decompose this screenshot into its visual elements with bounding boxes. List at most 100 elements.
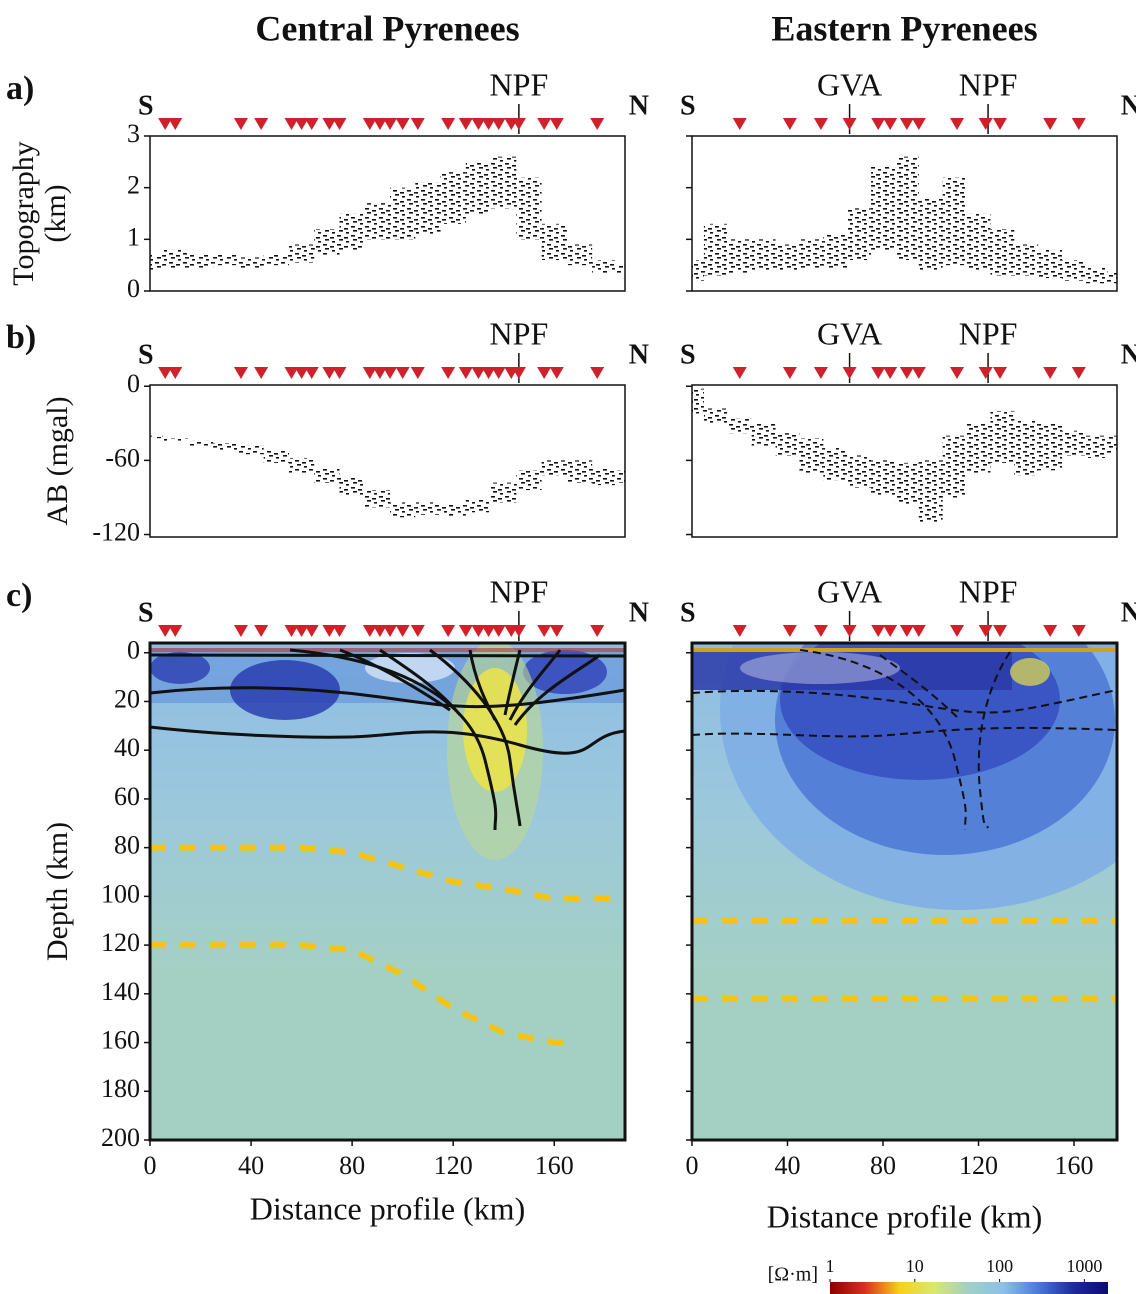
y-tick-label: 60	[114, 782, 140, 811]
plot-frame	[149, 135, 626, 292]
station	[1071, 367, 1086, 379]
profile-end: S	[138, 90, 154, 121]
panel-label: b)	[6, 319, 36, 356]
data-band	[966, 213, 991, 271]
station	[782, 118, 797, 130]
data-band	[775, 433, 800, 456]
station	[471, 367, 486, 379]
data-band	[966, 423, 991, 473]
fault-label: NPF	[959, 66, 1018, 102]
colorbar-tick-label: 10	[906, 1256, 924, 1276]
colorbar-tick-label: 1000	[1066, 1256, 1102, 1276]
data-band	[491, 482, 517, 503]
station	[1043, 118, 1058, 130]
station	[322, 118, 337, 130]
station	[813, 367, 828, 379]
colorbar-label: [Ω·m]	[768, 1264, 818, 1286]
data-band	[465, 499, 492, 513]
fault-label: NPF	[490, 315, 549, 351]
station	[158, 367, 173, 379]
data-band	[541, 223, 567, 260]
x-tick-label: 0	[144, 1151, 157, 1180]
station	[993, 367, 1008, 379]
profile-end: S	[680, 90, 696, 121]
profile-end: S	[680, 597, 696, 628]
data-band	[799, 239, 824, 268]
y-tick-label: -60	[105, 443, 140, 472]
station	[441, 625, 456, 637]
data-band	[751, 423, 776, 446]
station	[491, 625, 506, 637]
station	[549, 625, 564, 637]
x-tick-label: 160	[1055, 1151, 1094, 1180]
station	[410, 625, 425, 637]
data-band	[238, 445, 264, 455]
y-tick-label: 140	[101, 977, 140, 1006]
station	[441, 367, 456, 379]
station	[732, 625, 747, 637]
station	[254, 118, 269, 130]
station	[362, 367, 377, 379]
data-band	[390, 187, 416, 240]
colorbar	[830, 1282, 1108, 1294]
station	[899, 118, 914, 130]
profile-end: N	[629, 90, 649, 121]
station	[1071, 625, 1086, 637]
station	[911, 118, 926, 130]
fault-label: GVA	[817, 66, 882, 102]
data-band	[238, 257, 264, 268]
profile-end: N	[1121, 339, 1136, 370]
data-band	[213, 443, 239, 451]
station	[732, 118, 747, 130]
fault-label: NPF	[959, 573, 1018, 609]
station	[395, 118, 410, 130]
station	[362, 118, 377, 130]
x-tick-label: 120	[959, 1151, 998, 1180]
station	[458, 367, 473, 379]
data-band	[990, 410, 1015, 463]
data-band	[314, 467, 340, 483]
station	[410, 367, 425, 379]
colorbar-tick-label: 100	[986, 1256, 1013, 1276]
data-band	[614, 470, 625, 483]
x-tick-label: 80	[339, 1151, 365, 1180]
data-band	[775, 244, 800, 271]
data-band	[823, 234, 848, 268]
station	[294, 625, 309, 637]
fault-label: GVA	[817, 315, 882, 351]
station	[1043, 367, 1058, 379]
station	[549, 118, 564, 130]
station	[1043, 625, 1058, 637]
data-band	[339, 477, 365, 495]
station	[732, 367, 747, 379]
data-band	[566, 244, 593, 266]
plot-frame	[148, 641, 627, 1142]
data-band	[692, 388, 704, 414]
data-band	[288, 457, 315, 473]
station	[549, 367, 564, 379]
station	[491, 367, 506, 379]
station	[782, 367, 797, 379]
station	[883, 118, 898, 130]
y-tick-label: 80	[114, 831, 140, 860]
station	[590, 367, 605, 379]
data-band	[727, 418, 752, 434]
x-axis-label: Distance profile (km)	[250, 1190, 525, 1226]
station	[383, 118, 398, 130]
x-tick-label: 40	[238, 1151, 264, 1180]
station	[883, 625, 898, 637]
data-band	[1062, 430, 1086, 456]
profile-end: S	[680, 339, 696, 370]
resistivity-image	[692, 643, 1117, 1140]
data-band	[288, 244, 315, 263]
data-band	[918, 460, 943, 523]
data-band	[847, 208, 872, 260]
x-tick-label: 80	[870, 1151, 896, 1180]
station	[395, 367, 410, 379]
data-band	[1014, 244, 1039, 276]
data-band	[187, 440, 214, 446]
data-band	[894, 156, 919, 260]
station	[511, 367, 526, 379]
station	[950, 118, 965, 130]
